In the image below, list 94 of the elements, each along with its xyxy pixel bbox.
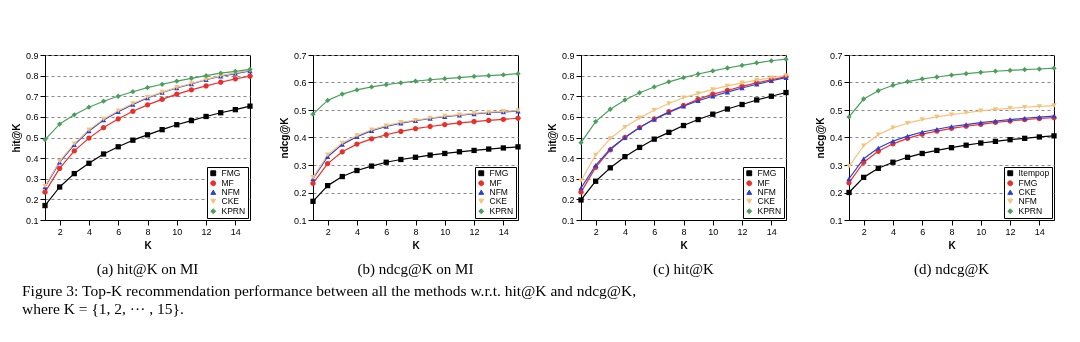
legend-label: MF xyxy=(757,178,770,189)
x-tick-label: 10 xyxy=(708,226,719,237)
y-tick-label: 0.4 xyxy=(829,133,843,143)
x-tick-label: 4 xyxy=(890,226,896,237)
y-tick-label: 0.3 xyxy=(561,174,575,185)
x-tick-label: 10 xyxy=(440,226,451,237)
x-tick-label: 4 xyxy=(86,226,92,237)
x-tick-label: 14 xyxy=(1034,226,1045,237)
x-axis-title: K xyxy=(412,239,421,251)
y-tick-label: 0.4 xyxy=(293,133,307,143)
x-tick-label: 6 xyxy=(652,226,658,237)
y-tick-label: 0.6 xyxy=(293,78,307,88)
text: (b) ndcg@K on MI xyxy=(357,261,474,278)
y-tick-label: 0.7 xyxy=(829,50,843,61)
text: (d) ndcg@K xyxy=(913,261,990,278)
legend-label: FMG xyxy=(221,168,241,179)
y-tick-label: 0.8 xyxy=(561,71,575,82)
y-tick-label: 0.5 xyxy=(25,133,39,143)
y-tick-label: 0.5 xyxy=(293,105,307,116)
y-tick-label: 0.8 xyxy=(25,71,39,82)
y-tick-label: 0.6 xyxy=(25,112,39,123)
x-tick-label: 12 xyxy=(737,226,748,237)
x-tick-label: 12 xyxy=(1005,226,1016,237)
x-tick-label: 6 xyxy=(116,226,122,237)
legend-label: CKE xyxy=(1018,187,1037,198)
y-tick-label: 0.1 xyxy=(561,215,575,226)
x-axis-title: K xyxy=(680,239,689,251)
caption: Figure 3: Top-K recommendation performance between all the methods w.r.t. hit@K and ndcg@K, xyxy=(22,282,638,300)
y-tick-label: 0.5 xyxy=(829,105,843,116)
legend-label: KPRN xyxy=(489,206,514,217)
y-tick-label: 0.7 xyxy=(561,91,575,102)
y-tick-label: 0.1 xyxy=(829,215,843,226)
y-axis-title: ndcg@K xyxy=(814,116,826,159)
y-tick-label: 0.6 xyxy=(829,78,843,88)
y-tick-label: 0.7 xyxy=(293,50,307,61)
legend-label: NFM xyxy=(757,187,776,198)
y-tick-label: 0.2 xyxy=(561,194,575,205)
x-tick-label: 12 xyxy=(201,226,212,237)
legend-label: CKE xyxy=(757,196,776,207)
legend-label: NFM xyxy=(489,187,508,198)
text: (a) hit@K on MI xyxy=(96,261,199,278)
y-tick-label: 0.7 xyxy=(25,91,39,102)
x-axis-title: K xyxy=(144,239,153,251)
x-tick-label: 8 xyxy=(413,226,419,237)
legend-label: FMG xyxy=(489,168,509,179)
text: where K = {1, 2, ··· , 15}. xyxy=(22,300,185,318)
x-tick-label: 14 xyxy=(766,226,777,237)
y-tick-label: 0.4 xyxy=(25,153,39,164)
legend-label: Itempop xyxy=(1018,168,1050,179)
x-tick-label: 2 xyxy=(325,226,331,237)
y-axis-title: hit@K xyxy=(10,122,22,153)
x-tick-label: 8 xyxy=(145,226,151,237)
y-tick-label: 0.2 xyxy=(25,194,39,205)
x-tick-label: 8 xyxy=(681,226,687,237)
legend-label: KPRN xyxy=(221,206,246,217)
y-tick-label: 0.9 xyxy=(561,50,575,61)
legend-label: KPRN xyxy=(1018,206,1043,217)
y-tick-label: 0.4 xyxy=(561,153,575,164)
legend-label: MF xyxy=(489,178,502,189)
x-tick-label: 2 xyxy=(57,226,63,237)
y-tick-label: 0.3 xyxy=(25,174,39,185)
legend-label: NFM xyxy=(1018,196,1037,207)
x-tick-label: 6 xyxy=(384,226,390,237)
y-tick-label: 0.1 xyxy=(293,215,307,226)
x-tick-label: 12 xyxy=(469,226,480,237)
x-tick-label: 14 xyxy=(230,226,241,237)
legend-label: CKE xyxy=(489,196,508,207)
x-tick-label: 4 xyxy=(622,226,628,237)
y-tick-label: 0.6 xyxy=(561,112,575,123)
y-axis-title: ndcg@K xyxy=(278,116,290,159)
legend-label: NFM xyxy=(221,187,240,198)
x-tick-label: 6 xyxy=(920,226,926,237)
legend-label: FMG xyxy=(1018,178,1038,189)
legend-label: CKE xyxy=(221,196,240,207)
x-tick-label: 8 xyxy=(949,226,955,237)
y-tick-label: 0.2 xyxy=(293,188,307,198)
x-tick-label: 14 xyxy=(498,226,509,237)
x-tick-label: 10 xyxy=(172,226,183,237)
legend-label: FMG xyxy=(757,168,777,179)
y-tick-label: 0.1 xyxy=(25,215,39,226)
legend-label: KPRN xyxy=(757,206,782,217)
x-tick-label: 2 xyxy=(861,226,867,237)
y-tick-label: 0.5 xyxy=(561,133,575,143)
y-tick-label: 0.3 xyxy=(829,160,843,171)
y-tick-label: 0.9 xyxy=(25,50,39,61)
x-tick-label: 10 xyxy=(976,226,987,237)
x-axis-title: K xyxy=(948,239,957,251)
y-tick-label: 0.2 xyxy=(829,188,843,198)
text: (c) hit@K xyxy=(653,261,715,278)
legend-label: MF xyxy=(221,178,234,189)
x-tick-label: 2 xyxy=(593,226,599,237)
y-tick-label: 0.3 xyxy=(293,160,307,171)
x-tick-label: 4 xyxy=(354,226,360,237)
y-axis-title: hit@K xyxy=(546,122,558,153)
